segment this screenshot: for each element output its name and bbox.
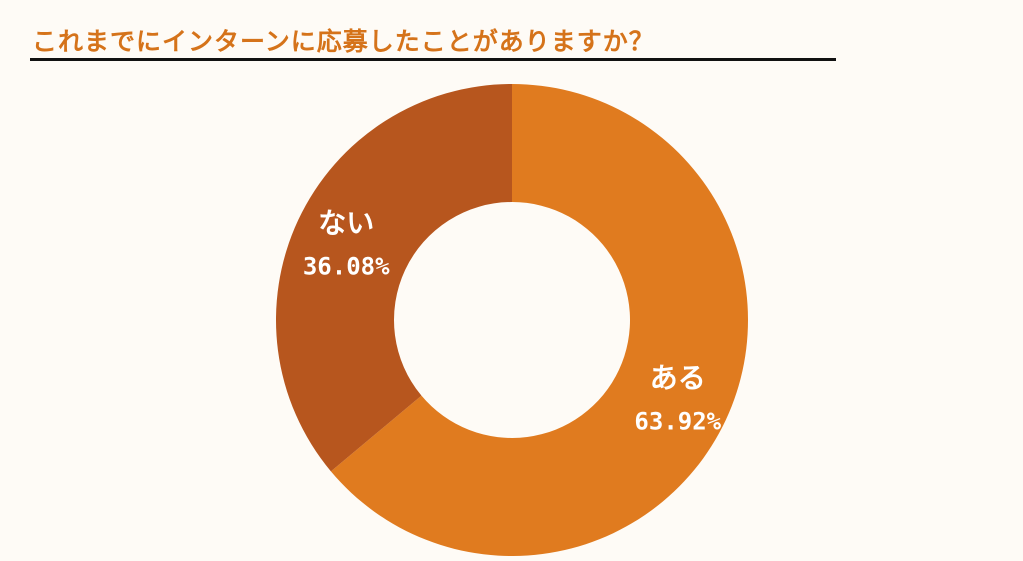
slice-value-label: 63.92% <box>634 408 721 436</box>
title-underline <box>30 58 836 61</box>
slice-value-label: 36.08% <box>303 252 390 280</box>
donut-slice-1 <box>330 84 749 556</box>
chart-title: これまでにインターンに応募したことがありますか？ <box>32 27 655 56</box>
donut-labels: ある 63.92% ない 36.08% <box>303 206 722 435</box>
donut-slice-2 <box>276 84 512 472</box>
slice-category-label: ない <box>318 206 374 239</box>
slice-category-label: ある <box>650 362 706 395</box>
donut-slices <box>276 84 749 556</box>
